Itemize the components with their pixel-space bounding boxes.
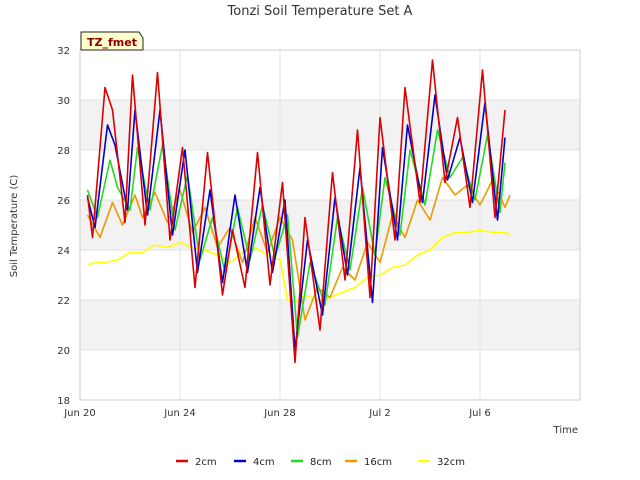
- series-lines: [86, 59, 511, 364]
- x-axis-ticks: Jun 20 Jun 24 Jun 28 Jul 2 Jul 6: [63, 408, 491, 419]
- legend-label: 8cm: [310, 457, 332, 468]
- y-tick-label: 28: [57, 146, 70, 157]
- site-tag-label: TZ_fmet: [87, 36, 137, 49]
- series-line-8cm: [86, 129, 506, 339]
- plot-frame: [79, 49, 581, 401]
- plot-band: [80, 300, 580, 350]
- y-tick-label: 20: [57, 346, 70, 357]
- x-axis-label: Time: [553, 425, 578, 436]
- chart-title: Tonzi Soil Temperature Set A: [227, 4, 413, 19]
- y-tick-label: 24: [57, 246, 70, 257]
- legend-item-8cm: 8cm: [291, 457, 332, 468]
- legend-item-4cm: 4cm: [234, 457, 275, 468]
- x-tick-label: Jul 2: [368, 408, 391, 419]
- legend-label: 16cm: [364, 457, 392, 468]
- y-tick-label: 32: [57, 46, 70, 57]
- y-tick-label: 30: [57, 96, 70, 107]
- y-axis-label: Soil Temperature (C): [9, 175, 20, 278]
- x-tick-label: Jun 28: [263, 408, 296, 419]
- series-line-2cm: [86, 59, 506, 364]
- y-tick-label: 18: [57, 396, 70, 407]
- legend-item-16cm: 16cm: [345, 457, 392, 468]
- legend-item-32cm: 32cm: [418, 457, 465, 468]
- y-tick-label: 26: [57, 196, 70, 207]
- y-axis-ticks: 18 20 22 24 26 28 30 32: [57, 46, 70, 407]
- site-tag: TZ_fmet: [80, 31, 144, 51]
- y-tick-label: 22: [57, 296, 70, 307]
- x-tick-label: Jul 6: [468, 408, 491, 419]
- legend-label: 4cm: [253, 457, 275, 468]
- x-tick-label: Jun 20: [63, 408, 96, 419]
- legend-item-2cm: 2cm: [176, 457, 217, 468]
- x-tick-label: Jun 24: [163, 408, 196, 419]
- legend: 2cm 4cm 8cm 16cm 32cm: [176, 457, 465, 468]
- site-tag-box: [80, 31, 144, 51]
- legend-label: 32cm: [437, 457, 465, 468]
- legend-label: 2cm: [195, 457, 217, 468]
